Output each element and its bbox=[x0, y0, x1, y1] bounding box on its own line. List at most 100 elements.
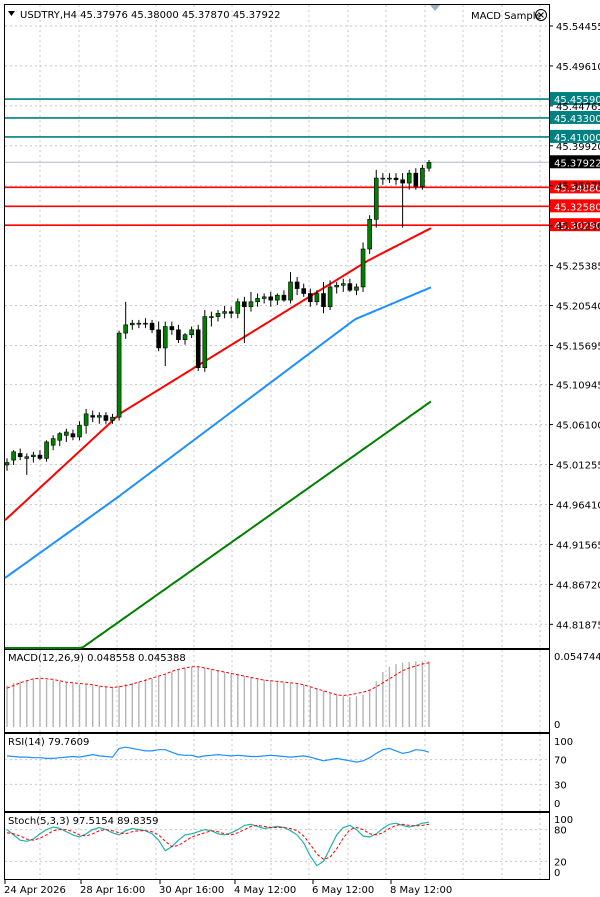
candle-body bbox=[195, 329, 201, 369]
candle bbox=[4, 458, 10, 471]
price-tick-label: 45.10945 bbox=[556, 381, 600, 392]
candle bbox=[116, 330, 122, 421]
rsi-tick-label: 0 bbox=[554, 799, 560, 810]
rsi-line bbox=[6, 746, 430, 763]
resistance-level-label: 45.43300 bbox=[554, 114, 600, 125]
price-tick-label: 45.39920 bbox=[556, 142, 600, 153]
candle bbox=[176, 324, 181, 343]
candle bbox=[182, 333, 188, 345]
candle bbox=[195, 324, 201, 372]
stoch-tick-label: 20 bbox=[554, 857, 567, 868]
candle-body bbox=[235, 301, 241, 314]
rsi-label: RSI(14) 79.7609 bbox=[8, 737, 89, 748]
candle-body bbox=[380, 177, 386, 180]
candle bbox=[64, 428, 69, 442]
candle-body bbox=[156, 329, 161, 349]
candle-body bbox=[182, 334, 188, 340]
price-tick-label: 44.91565 bbox=[556, 540, 600, 551]
candle bbox=[314, 290, 320, 306]
candle bbox=[44, 440, 49, 462]
candle bbox=[70, 429, 76, 441]
candle-body bbox=[367, 219, 372, 250]
candle bbox=[373, 169, 379, 228]
ma-green-line bbox=[5, 400, 432, 649]
price-tick-label: 44.86720 bbox=[556, 580, 600, 591]
symbol-dropdown-icon[interactable] bbox=[8, 11, 15, 16]
candle-body bbox=[103, 415, 109, 421]
macd-max-label: 0.054744 bbox=[554, 652, 600, 663]
candle bbox=[380, 173, 386, 185]
candle bbox=[360, 242, 366, 292]
candle bbox=[156, 321, 161, 352]
candle-body bbox=[360, 248, 366, 288]
resistance-level-label: 45.41000 bbox=[554, 133, 600, 144]
time-tick-label: 24 Apr 2026 bbox=[4, 885, 66, 896]
candle-body bbox=[222, 311, 227, 314]
symbol-info: USDTRY,H4 45.37976 45.38000 45.37870 45.… bbox=[20, 10, 281, 21]
candle bbox=[354, 283, 359, 296]
candle bbox=[136, 319, 142, 329]
support-level-label: 45.30290 bbox=[554, 221, 600, 232]
candle bbox=[294, 277, 300, 296]
candle bbox=[189, 326, 194, 339]
candle-body bbox=[17, 453, 23, 458]
candle bbox=[143, 318, 148, 329]
candle bbox=[129, 319, 135, 330]
price-tick-label: 45.15695 bbox=[556, 342, 600, 353]
candle-body bbox=[11, 451, 16, 461]
candle bbox=[255, 293, 260, 307]
candle-body bbox=[294, 281, 300, 289]
resistance-level-box bbox=[550, 92, 600, 106]
candle-body bbox=[387, 177, 392, 180]
candle-body bbox=[268, 296, 274, 301]
candle bbox=[288, 272, 293, 304]
candle bbox=[222, 305, 227, 319]
candle-body bbox=[242, 301, 247, 308]
candle-body bbox=[4, 462, 10, 466]
candle-body bbox=[116, 332, 122, 418]
candle-body bbox=[281, 294, 287, 301]
candle-body bbox=[143, 322, 148, 325]
close-indicator-icon[interactable] bbox=[535, 9, 547, 21]
moving-averages bbox=[4, 227, 432, 649]
candle-body bbox=[24, 456, 30, 459]
candle-body bbox=[400, 179, 405, 184]
stoch-tick-label: 100 bbox=[554, 815, 573, 826]
candle bbox=[228, 306, 234, 319]
candle-body bbox=[97, 415, 102, 418]
price-panel[interactable] bbox=[4, 4, 550, 649]
candle-body bbox=[110, 416, 115, 421]
candle bbox=[202, 310, 208, 372]
scroll-marker-icon[interactable] bbox=[430, 5, 440, 11]
candle bbox=[50, 435, 56, 451]
rsi-panel[interactable] bbox=[4, 733, 550, 812]
stoch-tick-label: 0 bbox=[554, 868, 560, 879]
time-tick-label: 4 May 12:00 bbox=[234, 885, 296, 896]
candle-body bbox=[83, 413, 89, 426]
candle-body bbox=[248, 301, 254, 308]
candle bbox=[367, 215, 372, 254]
candle-body bbox=[347, 283, 353, 291]
price-tick-label: 45.06100 bbox=[556, 421, 600, 432]
stoch-panel[interactable] bbox=[4, 812, 550, 880]
rsi-tick-label: 30 bbox=[554, 780, 567, 791]
support-level-box bbox=[550, 199, 600, 213]
candle bbox=[215, 310, 221, 322]
candle bbox=[387, 173, 392, 184]
candle bbox=[37, 450, 43, 461]
candles bbox=[4, 159, 432, 475]
candle-body bbox=[169, 326, 175, 331]
price-tick-label: 45.54455 bbox=[556, 22, 600, 33]
stoch-main-line bbox=[6, 821, 430, 867]
candle bbox=[261, 293, 267, 304]
candle-body bbox=[275, 294, 280, 301]
current-price-box bbox=[550, 155, 600, 169]
candle-body bbox=[189, 329, 194, 336]
price-tick-label: 45.01255 bbox=[556, 461, 600, 472]
rsi-tick-label: 70 bbox=[554, 756, 567, 767]
candle-body bbox=[334, 284, 339, 288]
candle bbox=[90, 410, 96, 423]
candle-body bbox=[77, 425, 82, 438]
